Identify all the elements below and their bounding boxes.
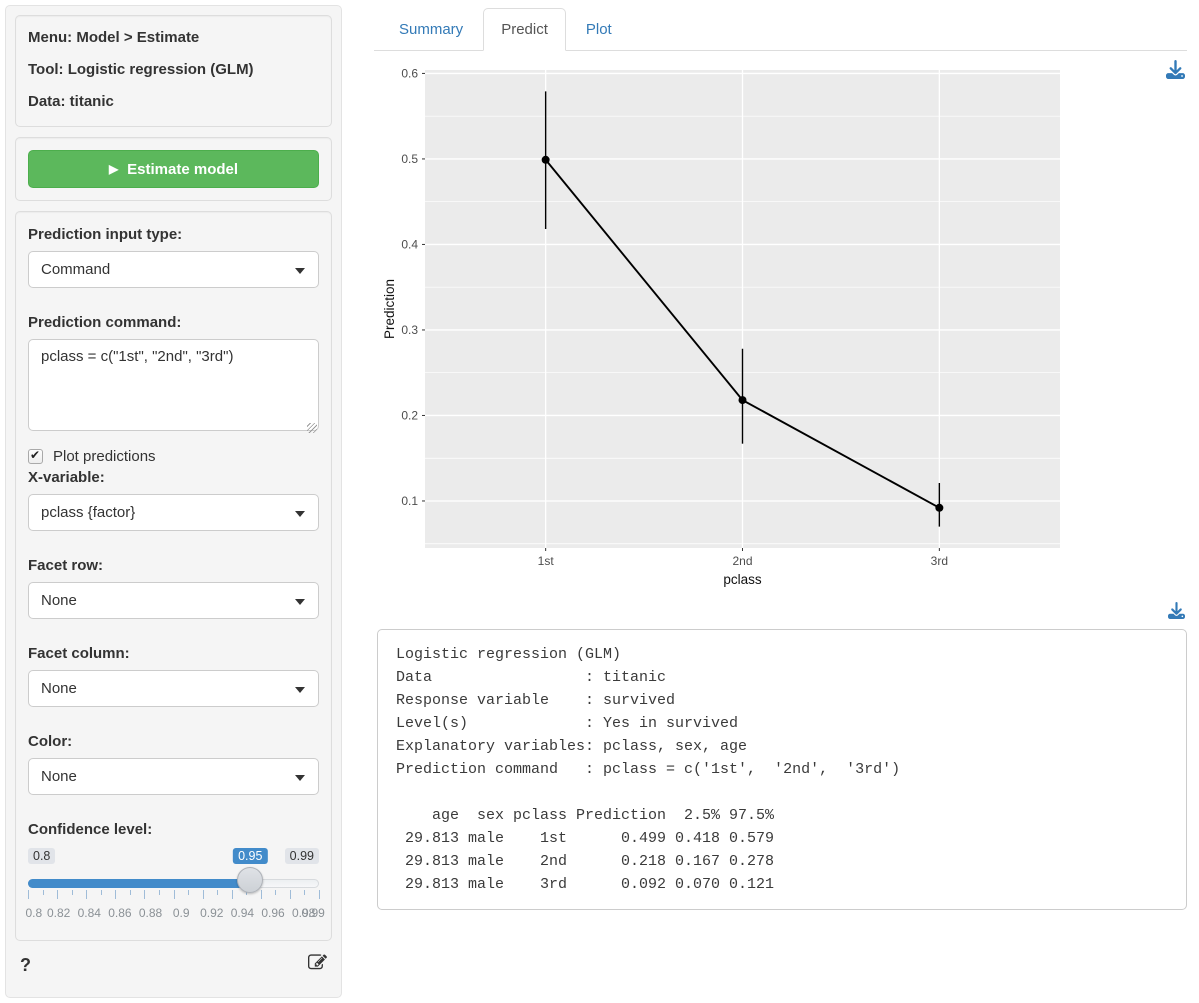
dataset-name: Data: titanic — [28, 93, 114, 110]
chevron-down-icon — [295, 268, 305, 274]
slider-value-badge: 0.95 — [233, 848, 268, 864]
prediction-output-section: Logistic regression (GLM) Data : titanic… — [374, 602, 1187, 910]
chevron-down-icon — [295, 775, 305, 781]
plot-download-icon[interactable] — [1166, 60, 1185, 84]
sidebar-footer: ? — [15, 951, 332, 977]
prediction-plot-section: 0.1 0.2 0.3 0.4 0.5 0.6 1st 2nd 3rd pclass Predict… — [374, 57, 1187, 602]
input-type-select[interactable]: Command — [28, 251, 319, 288]
menu-breadcrumb: Menu: Model > Estimate — [28, 29, 200, 46]
svg-text:1st: 1st — [538, 554, 555, 568]
prediction-plot-svg: 0.1 0.2 0.3 0.4 0.5 0.6 1st 2nd 3rd pclass Predict… — [382, 66, 1060, 587]
estimate-panel: ▶ Estimate model — [15, 137, 332, 201]
facet-row-select[interactable]: None — [28, 582, 319, 619]
input-type-value: Command — [41, 261, 111, 278]
prediction-point — [541, 155, 550, 164]
output-download-icon[interactable] — [1168, 602, 1185, 624]
svg-text:0.6: 0.6 — [401, 66, 418, 80]
tab-predict[interactable]: Predict — [483, 8, 566, 51]
estimate-model-button[interactable]: ▶ Estimate model — [28, 150, 319, 188]
facet-column-label: Facet column: — [28, 645, 130, 662]
sidebar: Menu: Model > Estimate Tool: Logistic re… — [5, 5, 342, 998]
chevron-down-icon — [295, 511, 305, 517]
tab-bar: Summary Predict Plot — [374, 8, 1187, 51]
plot-predictions-label: Plot predictions — [53, 448, 156, 465]
svg-text:2nd: 2nd — [732, 554, 752, 568]
model-info-panel: Menu: Model > Estimate Tool: Logistic re… — [15, 15, 332, 127]
tab-plot[interactable]: Plot — [585, 21, 612, 38]
color-select[interactable]: None — [28, 758, 319, 795]
main-panel: Summary Predict Plot 0.1 0.2 0.3 0.4 0.5 0.6 1… — [374, 5, 1194, 998]
resize-handle[interactable] — [307, 423, 317, 433]
slider-max-badge: 0.99 — [284, 848, 319, 864]
input-type-label: Prediction input type: — [28, 226, 183, 243]
prediction-output-text: Logistic regression (GLM) Data : titanic… — [396, 646, 901, 893]
confidence-level-label: Confidence level: — [28, 821, 153, 838]
y-axis-title: Prediction — [382, 279, 397, 339]
command-label: Prediction command: — [28, 314, 182, 331]
facet-column-select[interactable]: None — [28, 670, 319, 707]
chevron-down-icon — [295, 599, 305, 605]
edit-report-icon[interactable] — [308, 953, 327, 977]
svg-text:0.4: 0.4 — [401, 237, 418, 251]
slider-min-badge: 0.8 — [28, 848, 56, 864]
prediction-output-box: Logistic regression (GLM) Data : titanic… — [377, 629, 1187, 910]
xvar-select[interactable]: pclass {factor} — [28, 494, 319, 531]
slider-handle[interactable] — [237, 867, 264, 893]
color-value: None — [41, 768, 77, 785]
prediction-point — [935, 503, 944, 512]
xvar-label: X-variable: — [28, 469, 105, 486]
estimate-model-label: Estimate model — [127, 160, 239, 178]
prediction-point — [738, 396, 747, 405]
tool-name: Tool: Logistic regression (GLM) — [28, 61, 254, 78]
help-link[interactable]: ? — [20, 954, 31, 975]
slider-grid: 0.8 0.82 0.84 0.86 0.88 0.9 0.92 0.94 0.96 0.98 0.… — [25, 890, 325, 924]
prediction-controls-panel: Prediction input type: Command Predictio… — [15, 211, 332, 941]
slider-fill — [28, 879, 251, 888]
confidence-slider: 0.8 0.99 0.95 0.8 0.82 0.84 0.86 0.88 0.9 0.92… — [25, 846, 325, 926]
svg-text:3rd: 3rd — [931, 554, 948, 568]
prediction-command-textarea[interactable]: pclass = c("1st", "2nd", "3rd") — [28, 339, 319, 431]
svg-text:0.1: 0.1 — [401, 494, 418, 508]
facet-row-label: Facet row: — [28, 557, 104, 574]
color-label: Color: — [28, 733, 73, 750]
facet-row-value: None — [41, 592, 77, 609]
tab-summary[interactable]: Summary — [399, 21, 464, 38]
xvar-value: pclass {factor} — [41, 504, 136, 521]
x-axis-title: pclass — [723, 572, 762, 587]
plot-predictions-checkbox[interactable] — [28, 448, 43, 464]
svg-text:0.2: 0.2 — [401, 408, 418, 422]
svg-text:0.3: 0.3 — [401, 323, 418, 337]
svg-text:0.5: 0.5 — [401, 152, 418, 166]
chevron-down-icon — [295, 687, 305, 693]
play-icon: ▶ — [108, 162, 119, 176]
facet-column-value: None — [41, 680, 77, 697]
